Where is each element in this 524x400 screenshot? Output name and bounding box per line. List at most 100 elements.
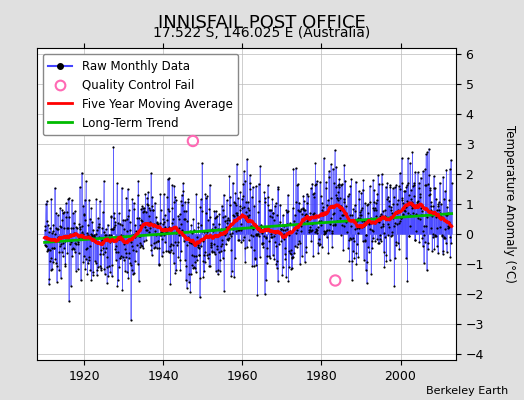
Point bbox=[364, 221, 373, 228]
Point bbox=[376, 232, 384, 238]
Point bbox=[135, 222, 144, 228]
Point bbox=[390, 282, 398, 289]
Point bbox=[417, 205, 425, 211]
Point bbox=[309, 191, 317, 197]
Point bbox=[65, 214, 73, 220]
Point bbox=[435, 179, 444, 186]
Point bbox=[265, 207, 273, 214]
Point bbox=[301, 212, 310, 219]
Point bbox=[340, 162, 348, 168]
Point bbox=[66, 232, 74, 238]
Point bbox=[166, 243, 174, 250]
Point bbox=[332, 195, 341, 201]
Point bbox=[280, 223, 288, 229]
Point bbox=[359, 222, 368, 229]
Point bbox=[126, 218, 134, 225]
Point bbox=[298, 253, 306, 260]
Point bbox=[43, 247, 51, 254]
Point bbox=[280, 245, 289, 251]
Point bbox=[210, 241, 218, 247]
Point bbox=[431, 232, 440, 239]
Point bbox=[85, 196, 93, 203]
Point bbox=[244, 214, 252, 220]
Point bbox=[363, 201, 372, 207]
Point bbox=[104, 272, 112, 279]
Point bbox=[193, 234, 201, 240]
Point bbox=[322, 185, 330, 191]
Point bbox=[309, 210, 318, 216]
Point bbox=[331, 183, 340, 190]
Point bbox=[375, 218, 383, 225]
Point bbox=[325, 221, 334, 227]
Point bbox=[249, 247, 258, 254]
Point bbox=[385, 224, 393, 230]
Point bbox=[114, 248, 123, 255]
Point bbox=[437, 201, 445, 208]
Point bbox=[266, 255, 274, 261]
Point bbox=[330, 204, 338, 210]
Point bbox=[203, 217, 212, 223]
Point bbox=[222, 224, 230, 230]
Point bbox=[84, 260, 92, 266]
Point bbox=[169, 242, 177, 248]
Point bbox=[286, 228, 294, 234]
Point bbox=[216, 229, 224, 235]
Point bbox=[230, 199, 238, 206]
Point bbox=[237, 238, 246, 245]
Point bbox=[198, 208, 206, 214]
Point bbox=[75, 220, 83, 227]
Point bbox=[81, 196, 89, 203]
Point bbox=[161, 229, 170, 235]
Point bbox=[272, 264, 281, 271]
Point bbox=[225, 217, 233, 223]
Point bbox=[83, 232, 92, 238]
Point bbox=[68, 246, 76, 252]
Point bbox=[268, 234, 276, 240]
Point bbox=[131, 222, 139, 228]
Point bbox=[253, 232, 261, 238]
Point bbox=[263, 253, 271, 259]
Point bbox=[347, 176, 356, 182]
Point bbox=[434, 212, 443, 219]
Point bbox=[354, 188, 363, 194]
Point bbox=[92, 196, 100, 203]
Point bbox=[326, 194, 335, 201]
Point bbox=[417, 174, 425, 181]
Point bbox=[129, 246, 137, 253]
Point bbox=[415, 239, 423, 245]
Point bbox=[326, 203, 334, 209]
Point bbox=[334, 189, 342, 196]
Point bbox=[377, 238, 385, 244]
Point bbox=[356, 212, 365, 218]
Point bbox=[156, 206, 165, 213]
Point bbox=[73, 237, 81, 243]
Point bbox=[149, 223, 158, 229]
Point bbox=[283, 192, 292, 198]
Point bbox=[406, 222, 414, 229]
Point bbox=[45, 228, 53, 235]
Point bbox=[390, 184, 399, 190]
Point bbox=[209, 233, 217, 239]
Point bbox=[227, 247, 236, 253]
Point bbox=[384, 194, 392, 200]
Point bbox=[134, 261, 142, 267]
Point bbox=[392, 201, 401, 207]
Point bbox=[312, 226, 320, 232]
Point bbox=[216, 257, 224, 263]
Point bbox=[214, 267, 222, 273]
Point bbox=[345, 234, 354, 241]
Point bbox=[411, 169, 419, 175]
Point bbox=[194, 244, 202, 251]
Point bbox=[179, 188, 188, 194]
Point bbox=[379, 220, 387, 227]
Point bbox=[192, 191, 200, 198]
Point bbox=[205, 263, 213, 269]
Point bbox=[418, 207, 426, 214]
Point bbox=[171, 194, 180, 200]
Point bbox=[45, 276, 53, 282]
Point bbox=[412, 228, 420, 234]
Point bbox=[156, 191, 165, 198]
Point bbox=[174, 254, 182, 260]
Point bbox=[370, 220, 379, 226]
Point bbox=[151, 232, 160, 238]
